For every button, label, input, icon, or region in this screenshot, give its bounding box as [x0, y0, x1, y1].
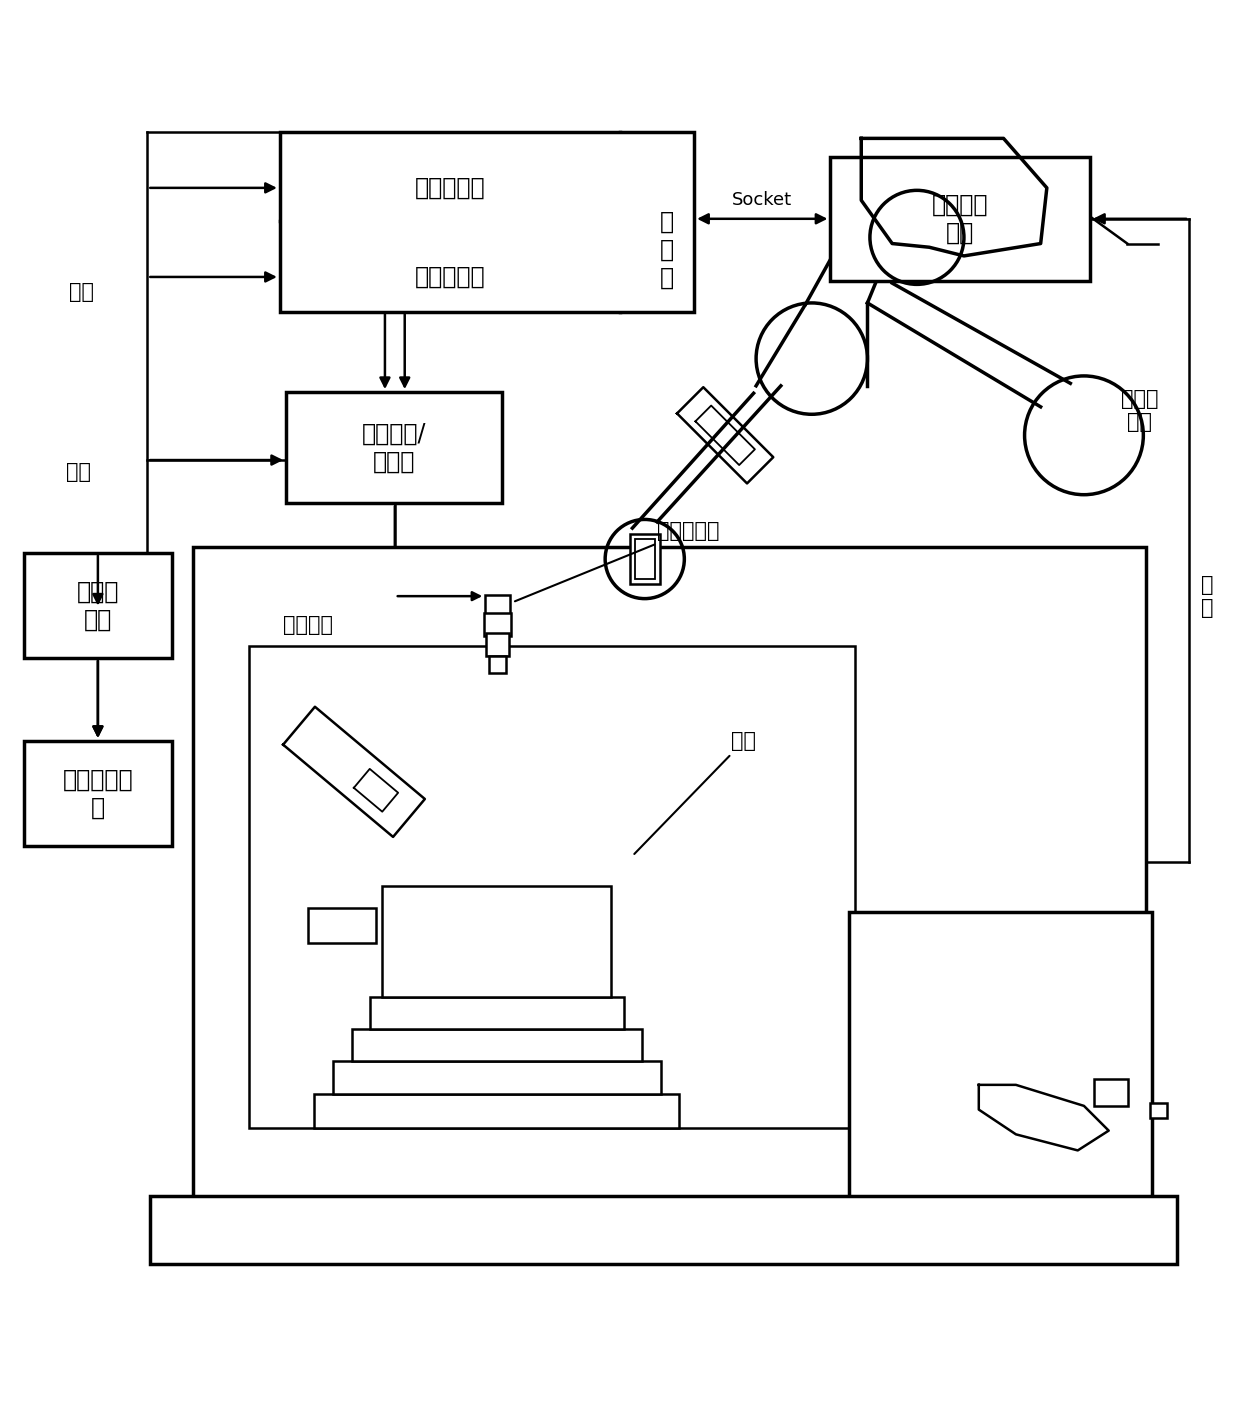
Bar [382, 886, 611, 998]
Bar [485, 594, 510, 614]
Bar [286, 392, 502, 504]
Text: 数据采集卡: 数据采集卡 [415, 265, 486, 289]
Text: 运动控制卡: 运动控制卡 [415, 175, 486, 200]
Bar [24, 553, 172, 658]
Bar [193, 546, 1146, 1203]
Bar [370, 998, 624, 1029]
Text: 触发: 触发 [66, 463, 91, 483]
Bar [489, 655, 506, 674]
Text: 工
控
机: 工 控 机 [660, 209, 675, 290]
Bar [351, 1029, 642, 1061]
Bar [486, 634, 508, 655]
Bar [150, 1196, 1177, 1264]
Text: 伺服驱
动器: 伺服驱 动器 [77, 580, 119, 631]
Text: 触发: 触发 [69, 282, 94, 301]
Bar [24, 741, 172, 846]
Text: 触发接收: 触发接收 [283, 614, 334, 634]
Bar [309, 908, 376, 942]
Bar [334, 1061, 661, 1094]
Text: 超声波探头: 超声波探头 [515, 521, 719, 601]
Bar [635, 539, 655, 579]
Text: 工业机
器人: 工业机 器人 [1121, 389, 1158, 432]
Text: 线
缆: 线 缆 [1202, 574, 1214, 618]
Bar [630, 535, 660, 584]
Text: 信号发行/
接收器: 信号发行/ 接收器 [362, 422, 427, 474]
Bar [249, 645, 856, 1128]
Bar [484, 614, 511, 635]
Bar [849, 911, 1152, 1203]
Text: 直流伺服电
机: 直流伺服电 机 [62, 767, 133, 819]
Text: Socket: Socket [732, 191, 792, 209]
Text: 机器人控
制器: 机器人控 制器 [932, 192, 988, 245]
Text: 水槽: 水槽 [635, 732, 756, 855]
Bar [315, 1094, 680, 1128]
Bar [1149, 1104, 1167, 1118]
Bar [1094, 1078, 1128, 1107]
Bar [280, 132, 694, 311]
Bar [831, 157, 1090, 280]
